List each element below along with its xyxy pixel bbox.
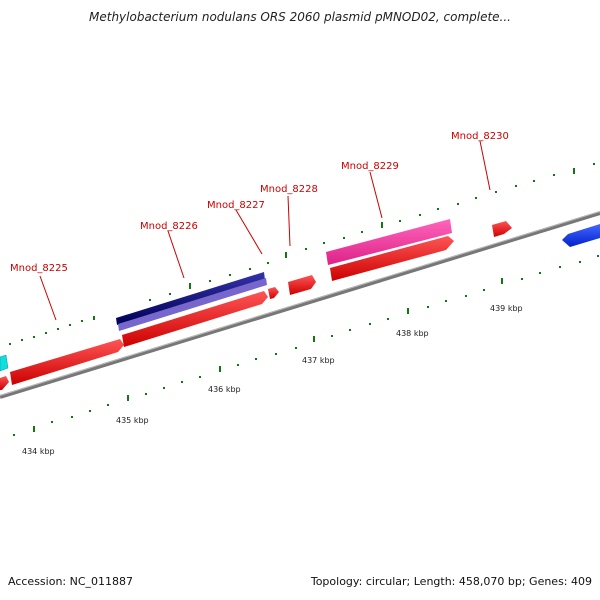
- feature-red-8230[interactable]: [492, 221, 512, 237]
- feature-blue-reverse[interactable]: [562, 224, 600, 247]
- map-title: Methylobacterium nodulans ORS 2060 plasm…: [89, 10, 511, 24]
- gene-label-8230[interactable]: Mnod_8230: [451, 131, 509, 142]
- upper-tick-row: [9, 163, 595, 345]
- feature-red-8226[interactable]: [122, 291, 268, 347]
- gene-label-8227[interactable]: Mnod_8227: [207, 200, 265, 211]
- kbp-label-435: 435 kbp: [116, 416, 149, 425]
- kbp-label-437: 437 kbp: [302, 356, 335, 365]
- topology-text: Topology: circular; Length: 458,070 bp; …: [310, 575, 592, 588]
- kbp-label-436: 436 kbp: [208, 385, 241, 394]
- gene-label-8229[interactable]: Mnod_8229: [341, 161, 399, 172]
- feature-lavender-8226[interactable]: [118, 278, 267, 331]
- accession-text: Accession: NC_011887: [8, 575, 134, 588]
- lower-tick-row: [13, 255, 599, 436]
- feature-cyan[interactable]: [0, 354, 9, 372]
- kbp-label-439: 439 kbp: [490, 304, 523, 313]
- kbp-label-438: 438 kbp: [396, 329, 429, 338]
- label-leaders: [39, 140, 491, 321]
- kbp-label-434: 434 kbp: [22, 447, 55, 456]
- feature-navy-8226[interactable]: [116, 272, 265, 325]
- feature-red-8228[interactable]: [288, 275, 316, 295]
- feature-pink-8229[interactable]: [326, 219, 452, 265]
- feature-red-8229[interactable]: [330, 236, 454, 281]
- feature-red-left-stub[interactable]: [0, 376, 9, 390]
- feature-red-8227[interactable]: [268, 287, 279, 299]
- gene-label-8228[interactable]: Mnod_8228: [260, 184, 318, 195]
- feature-red-8225[interactable]: [10, 339, 124, 385]
- backbone-line: [0, 211, 600, 399]
- gene-label-8226[interactable]: Mnod_8226: [140, 221, 198, 232]
- gene-label-8225[interactable]: Mnod_8225: [10, 263, 68, 274]
